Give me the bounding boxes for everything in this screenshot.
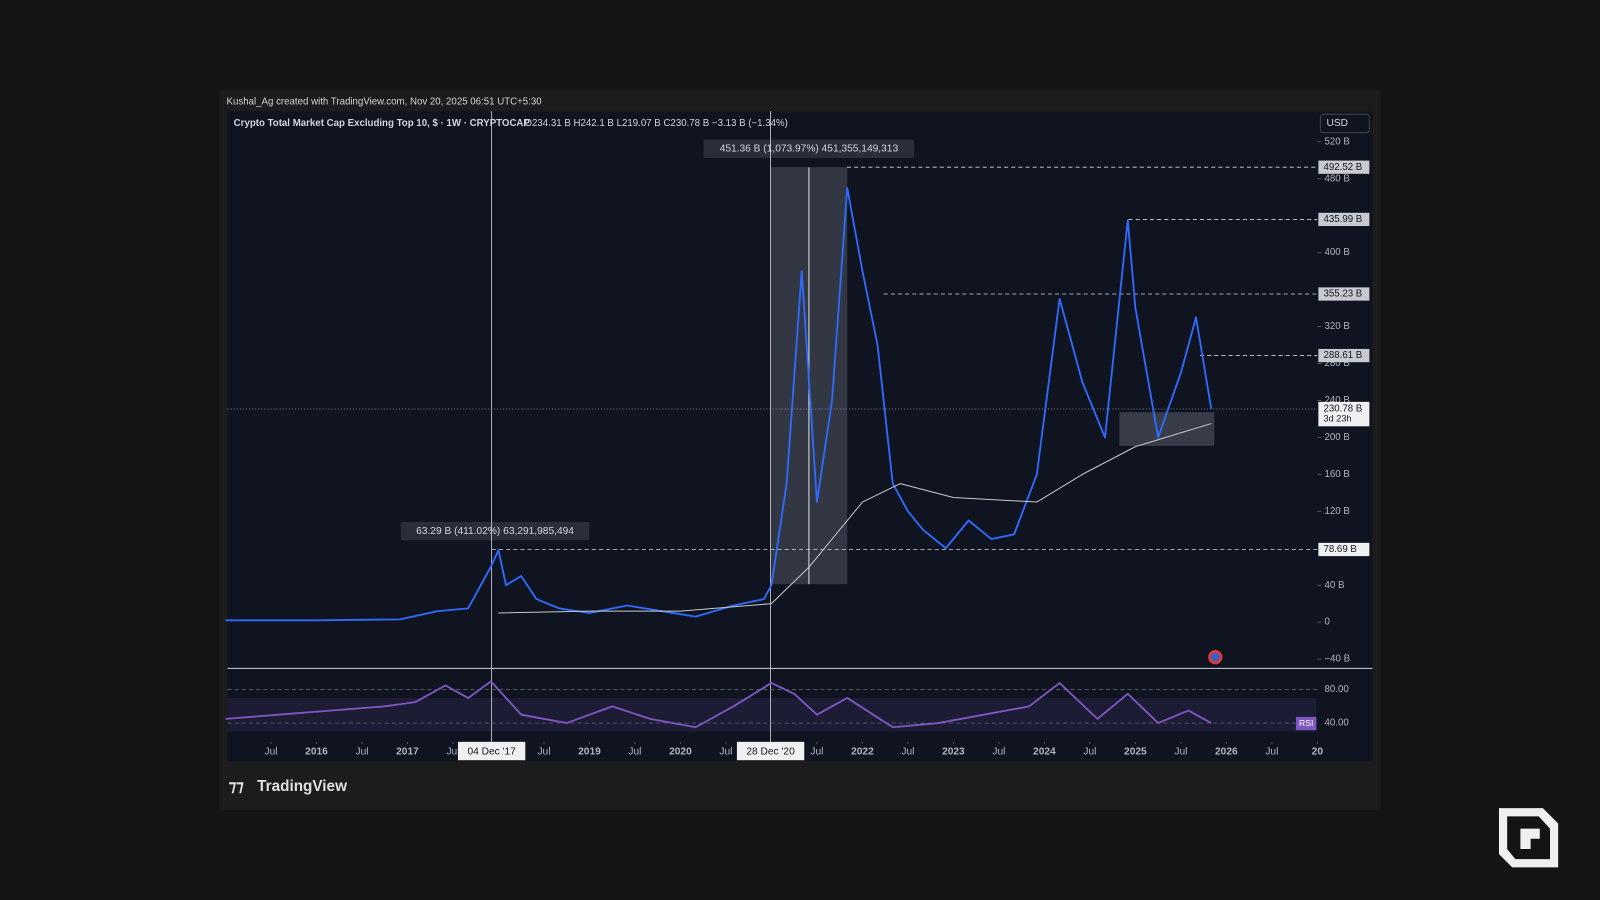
level-label-bg bbox=[1318, 212, 1370, 227]
measure-label: 451.36 B (1,073.97%) 451,355,149,313 bbox=[720, 144, 899, 155]
series-line bbox=[498, 423, 1212, 614]
x-tick-label: 2020 bbox=[669, 747, 692, 758]
x-tick-label: 2016 bbox=[305, 747, 328, 758]
credit: Kushal_Ag created with TradingView.com, … bbox=[227, 97, 543, 108]
last-price-bg bbox=[1318, 401, 1370, 427]
last-price-label: 230.78 B bbox=[1323, 404, 1362, 415]
x-tick-label: Jul bbox=[446, 747, 459, 758]
x-tick-label: Jul bbox=[1174, 747, 1187, 758]
y-tick-label: 160 B bbox=[1324, 469, 1349, 480]
x-tick-label: Jul bbox=[355, 747, 368, 758]
x-tick-label: 2022 bbox=[851, 747, 874, 758]
rsi-tag-bg bbox=[1295, 716, 1317, 731]
series-line bbox=[225, 680, 1212, 729]
level-label: 355.23 B bbox=[1323, 289, 1362, 300]
event-icon-inner bbox=[1210, 652, 1220, 662]
x-tick-label: 2019 bbox=[578, 747, 601, 758]
watermark bbox=[1498, 808, 1559, 868]
level-label: 435.99 B bbox=[1323, 214, 1362, 225]
rsi-tick-label: 80.00 bbox=[1324, 684, 1349, 695]
x-tick-label: Jul bbox=[810, 747, 823, 758]
currency[interactable]: USD bbox=[1327, 118, 1349, 129]
logo: ⁊⁊ TradingView bbox=[229, 778, 347, 795]
level-label: 78.69 B bbox=[1323, 544, 1356, 555]
chart-title: Crypto Total Market Cap Excluding Top 10… bbox=[234, 118, 531, 129]
x-tick-label: 20 bbox=[1312, 747, 1324, 758]
x-tick-label: Jul bbox=[628, 747, 641, 758]
x-tick-label: 2025 bbox=[1124, 747, 1147, 758]
y-tick-label: 480 B bbox=[1324, 173, 1349, 184]
crosshair-label-bg bbox=[457, 741, 526, 761]
y-tick-label: 400 B bbox=[1324, 247, 1349, 258]
level-label-bg bbox=[1318, 348, 1370, 363]
ohlc: O234.31 B H242.1 B L219.07 B C230.78 B −… bbox=[524, 118, 787, 129]
rsi-tick-label: 40.00 bbox=[1324, 718, 1349, 729]
x-tick-label: Jul bbox=[992, 747, 1005, 758]
level-label-bg bbox=[1318, 287, 1370, 301]
y-tick-label: −40 B bbox=[1324, 654, 1350, 665]
measure-label: 63.29 B (411.02%) 63,291,985,494 bbox=[416, 526, 574, 537]
rsi-band bbox=[227, 697, 1317, 732]
crosshair-label: 04 Dec '17 bbox=[467, 747, 516, 758]
measure-label-bg bbox=[703, 139, 915, 159]
y-tick-label: 280 B bbox=[1324, 358, 1349, 369]
range-box bbox=[1119, 412, 1215, 446]
series-line bbox=[225, 187, 1213, 622]
x-tick-label: Jul bbox=[1083, 747, 1096, 758]
y-tick-label: 200 B bbox=[1324, 432, 1349, 443]
crosshair-label-bg bbox=[736, 741, 805, 761]
y-tick-label: 240 B bbox=[1324, 395, 1349, 406]
x-tick-label: 2026 bbox=[1215, 747, 1238, 758]
x-tick-label: Jul bbox=[1265, 747, 1278, 758]
y-tick-label: 120 B bbox=[1324, 506, 1349, 517]
level-label-bg bbox=[1318, 542, 1370, 557]
logo-mark: ⁊⁊ bbox=[229, 778, 245, 795]
level-label: 492.52 B bbox=[1323, 162, 1362, 173]
brand: TradingView bbox=[257, 778, 347, 795]
currency-box[interactable] bbox=[1319, 113, 1370, 134]
x-tick-label: Jul bbox=[901, 747, 914, 758]
x-tick-label: Jul bbox=[264, 747, 277, 758]
measure-label-bg bbox=[400, 521, 590, 541]
x-tick-label: 2017 bbox=[396, 747, 419, 758]
countdown: 3d 23h bbox=[1323, 414, 1351, 424]
x-tick-label: Jul bbox=[719, 747, 732, 758]
y-tick-label: 40 B bbox=[1324, 580, 1344, 591]
x-tick-label: Jul bbox=[537, 747, 550, 758]
x-tick-label: 2024 bbox=[1033, 747, 1056, 758]
x-tick-label: 2023 bbox=[942, 747, 965, 758]
level-label: 288.61 B bbox=[1323, 350, 1362, 361]
y-tick-label: 0 bbox=[1324, 617, 1330, 628]
rsi-tag: RSI bbox=[1299, 718, 1313, 728]
y-tick-label: 520 B bbox=[1324, 136, 1349, 147]
level-label-bg bbox=[1318, 160, 1370, 174]
crosshair-label: 28 Dec '20 bbox=[746, 747, 795, 758]
y-tick-label: 320 B bbox=[1324, 321, 1349, 332]
